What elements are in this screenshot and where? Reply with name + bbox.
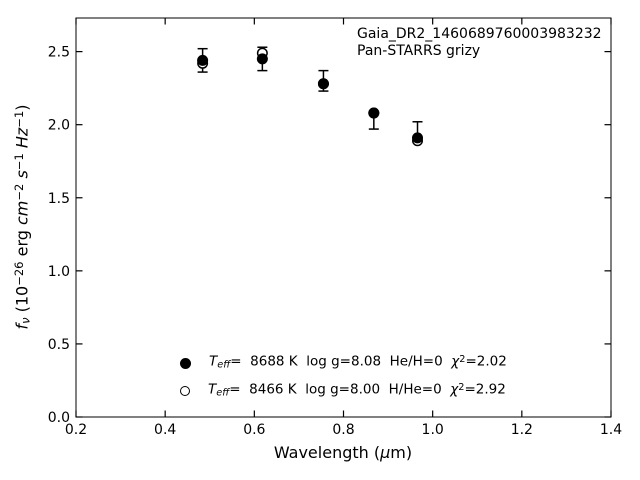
open-circle-icon	[180, 386, 190, 396]
x-axis-ticks: 0.2 0.4 0.6 0.8 1.0 1.2 1.4	[65, 18, 622, 438]
annotation-survey: Pan-STARRS grizy	[357, 42, 481, 59]
x-tick-label: 0.2	[65, 422, 87, 438]
y-tick-label: 1.0	[48, 264, 70, 280]
filled-circle-marker	[368, 107, 380, 119]
y-axis-label: fν (10−26 erg cm−2 s−1 Hz−1)	[12, 104, 33, 330]
filled-circle-marker	[197, 54, 209, 66]
filled-circle-marker	[412, 132, 424, 144]
x-tick-label: 1.2	[511, 422, 533, 438]
x-tick-label: 1.0	[422, 422, 444, 438]
filled-circle-icon	[180, 357, 191, 369]
y-tick-label: 1.5	[48, 191, 70, 207]
x-tick-label: 0.6	[243, 422, 265, 438]
legend-row-model-8688: Teff= 8688 K log g=8.08 He/H=0 χ2=2.02	[180, 354, 507, 372]
y-tick-label: 0.5	[48, 337, 70, 353]
x-tick-label: 0.8	[332, 422, 354, 438]
y-axis-ticks: 0.0 0.5 1.0 1.5 2.0 2.5	[48, 45, 611, 426]
legend-row-model-8466: Teff= 8466 K log g=8.00 H/He=0 χ2=2.92	[180, 382, 506, 400]
x-axis-label: Wavelength (μm)	[273, 443, 413, 462]
x-tick-label: 0.4	[154, 422, 176, 438]
filled-circle-marker	[256, 53, 268, 65]
annotation-source-id: Gaia_DR2_1460689760003983232	[357, 26, 602, 42]
legend-label: Teff= 8466 K log g=8.00 H/He=0 χ2=2.92	[208, 381, 506, 399]
filled-circle-marker	[317, 78, 329, 90]
observed-error-bars	[197, 46, 423, 141]
y-tick-label: 0.0	[48, 410, 70, 426]
model-filled-markers	[197, 53, 424, 144]
legend-label: Teff= 8688 K log g=8.08 He/H=0 χ2=2.02	[209, 353, 507, 371]
model-open-markers	[197, 47, 424, 147]
y-tick-label: 2.0	[48, 118, 70, 134]
y-tick-label: 2.5	[48, 45, 70, 61]
annotation: Gaia_DR2_1460689760003983232 Pan-STARRS …	[357, 26, 602, 59]
x-tick-label: 1.4	[600, 422, 622, 438]
